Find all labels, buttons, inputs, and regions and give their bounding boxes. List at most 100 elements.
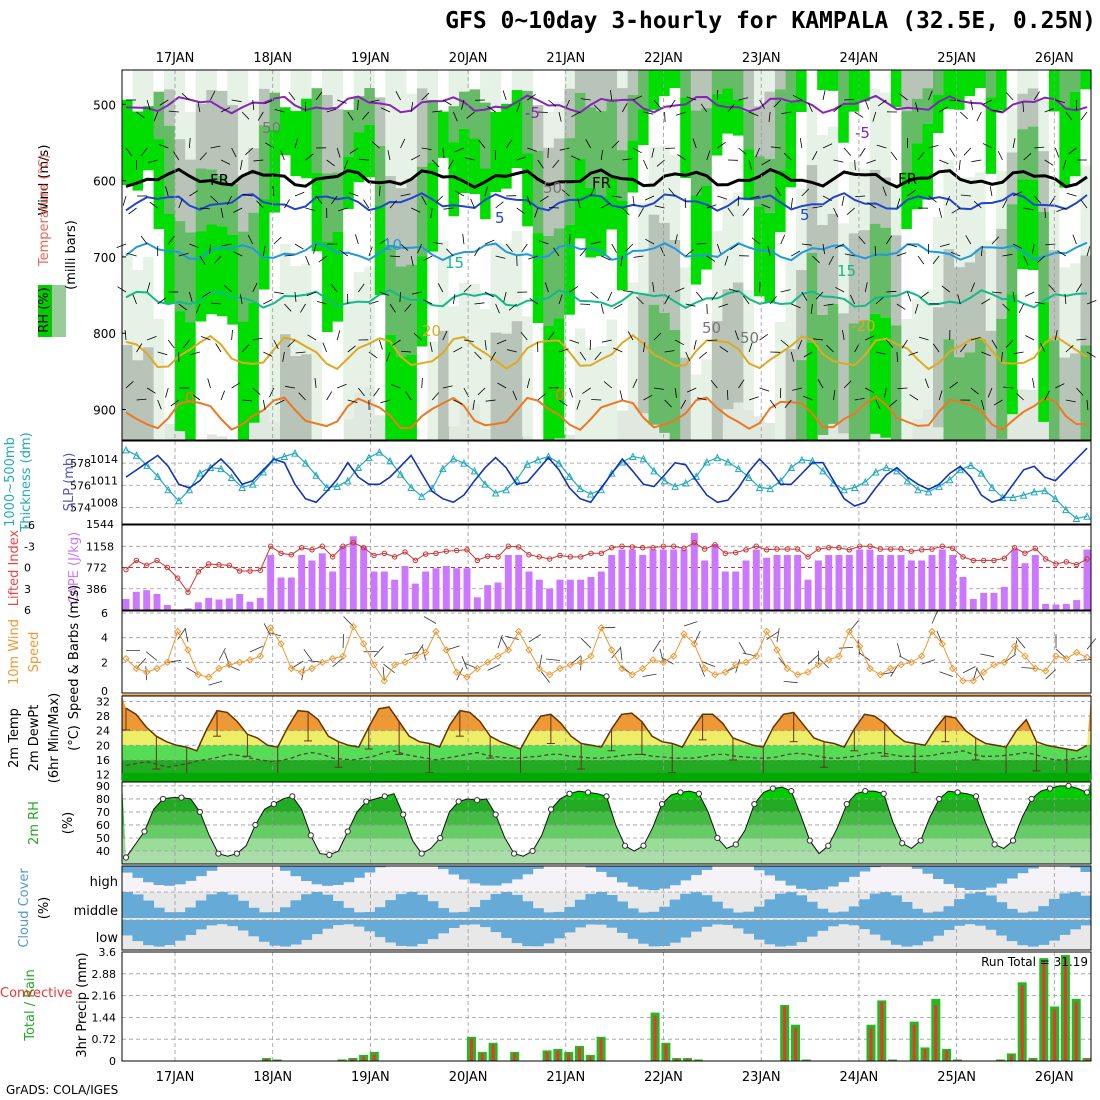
rh-cell <box>722 88 734 134</box>
cloud-high <box>290 866 302 877</box>
wind-barb <box>613 303 623 310</box>
rh-cell <box>869 70 881 89</box>
wind-barb <box>337 383 347 389</box>
wind-barb <box>783 681 798 684</box>
precip-convective-bar <box>794 1027 797 1061</box>
rh-cell <box>722 199 734 290</box>
cloud-middle <box>469 907 481 918</box>
wind-speed-marker <box>442 646 451 654</box>
rh-cell <box>385 334 397 440</box>
wind-barb <box>1045 243 1056 246</box>
contour-label: 15 <box>445 254 464 272</box>
rh-cell <box>301 98 313 179</box>
rh-cell <box>890 184 902 236</box>
precip-convective-bar <box>686 1058 689 1061</box>
wind-barb <box>801 188 810 197</box>
wind-barb <box>981 351 991 357</box>
date-label-top: 18JAN <box>253 51 292 66</box>
wind-barb <box>674 234 678 245</box>
wind-barb <box>576 399 581 410</box>
thickness-marker <box>280 452 289 460</box>
rh-cell <box>806 252 818 343</box>
cape-bar <box>153 594 161 610</box>
lifted-index-marker <box>639 544 646 551</box>
cloud-high <box>754 866 765 871</box>
cape-bar <box>546 588 554 610</box>
lifted-index-marker <box>412 557 419 564</box>
wind-barb <box>369 99 380 103</box>
wind-barb <box>976 667 985 681</box>
cloud-middle <box>185 907 197 918</box>
cloud-middle <box>480 899 492 918</box>
rh-cell <box>564 224 576 315</box>
rh-cell <box>859 101 871 169</box>
wind-barb <box>991 236 1000 245</box>
wind-barb <box>195 303 201 314</box>
wind-barb <box>347 399 358 403</box>
cloud-high <box>911 866 923 869</box>
wind-barb <box>1006 92 1014 101</box>
lifted-index-marker <box>319 543 326 549</box>
cloud-middle <box>553 911 565 918</box>
rh-cell <box>606 98 618 177</box>
wind-barb <box>982 143 993 149</box>
rh-cell <box>280 334 292 440</box>
wind-barb <box>813 338 824 341</box>
thickness-marker <box>745 473 753 482</box>
cloud-high <box>606 866 618 878</box>
thickness-marker <box>291 449 299 457</box>
cloud-low <box>785 920 797 946</box>
wind-barb <box>208 680 223 686</box>
date-label-bottom: 24JAN <box>840 1070 879 1085</box>
wind-barb <box>577 198 581 209</box>
thickness-marker <box>174 496 183 505</box>
wind-barb <box>951 207 961 214</box>
y-tick-label: 6 <box>101 607 108 620</box>
rh-cell <box>775 89 787 171</box>
wind-speed-marker <box>504 646 513 654</box>
wind-barb <box>590 186 596 197</box>
wind-barb <box>288 91 296 101</box>
lifted-index-marker <box>288 552 295 558</box>
lifted-index-marker <box>918 547 925 553</box>
temp-band <box>122 759 1091 775</box>
cloud-high <box>438 866 449 870</box>
wind-barb <box>896 303 906 310</box>
wind-barb <box>343 159 349 170</box>
wind-speed-marker <box>928 627 936 636</box>
rh-marker <box>880 790 887 797</box>
contour-label: FR <box>898 170 917 188</box>
wind-barb <box>553 247 560 257</box>
cloud-low <box>522 920 534 947</box>
rh-cell <box>416 88 428 167</box>
cloud-high <box>617 866 628 883</box>
rh-cell <box>711 231 723 321</box>
thickness-marker <box>312 471 320 479</box>
rh-cell <box>322 332 334 440</box>
wind-barb <box>503 291 507 302</box>
lifted-index-marker <box>391 554 398 560</box>
wind-barb <box>252 387 261 395</box>
wind-speed-marker <box>897 661 905 669</box>
rh-cell <box>258 289 270 410</box>
date-label-bottom: 19JAN <box>351 1070 390 1085</box>
precip-convective-bar <box>869 1027 873 1061</box>
wind-barb <box>738 97 749 101</box>
cape-bar <box>298 555 306 610</box>
wind-barb <box>521 243 528 253</box>
precip-convective-bar <box>351 1058 355 1061</box>
rh-cell <box>459 283 471 403</box>
wind-barb <box>842 330 845 341</box>
wind-barb <box>126 252 137 257</box>
wind-barb <box>770 146 781 149</box>
wind-barb <box>332 657 344 667</box>
rh-cell <box>522 316 534 437</box>
rh-marker <box>455 798 462 805</box>
wind-barb <box>231 382 241 389</box>
wind-barb <box>1044 390 1050 401</box>
thickness-marker <box>1040 486 1049 495</box>
cape-bar <box>938 549 946 610</box>
cloud-high <box>490 866 502 886</box>
wind-barb <box>463 339 474 342</box>
rh-cell <box>880 70 892 93</box>
